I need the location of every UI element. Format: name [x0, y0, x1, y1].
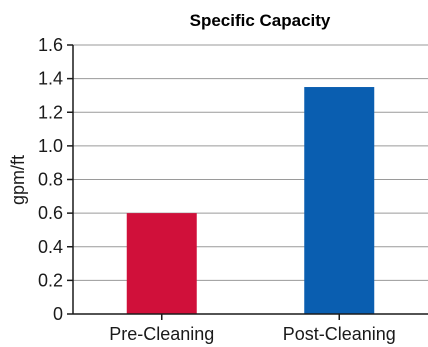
y-tick-label: 1.0	[38, 136, 63, 156]
y-tick-label: 0.4	[38, 237, 63, 257]
y-tick-labels: 0 0.2 0.4 0.6 0.8 1.0 1.2 1.4 1.6	[38, 35, 63, 324]
y-tick-label: 0.8	[38, 170, 63, 190]
bars	[126, 87, 375, 314]
x-tick-label: Pre-Cleaning	[109, 324, 214, 344]
y-tick-label: 0	[53, 304, 63, 324]
chart-title: Specific Capacity	[190, 11, 331, 30]
x-tick-labels: Pre-Cleaning Post-Cleaning	[109, 324, 396, 344]
y-tick-label: 0.2	[38, 270, 63, 290]
axes	[67, 44, 428, 320]
bar-post-cleaning	[304, 87, 375, 314]
y-tick-label: 0.6	[38, 203, 63, 223]
gridlines	[73, 44, 428, 281]
y-tick-label: 1.4	[38, 69, 63, 89]
y-axis-label: gpm/ft	[8, 155, 28, 205]
bar-pre-cleaning	[126, 213, 197, 314]
y-tick-label: 1.2	[38, 102, 63, 122]
y-tick-label: 1.6	[38, 35, 63, 55]
x-tick-label: Post-Cleaning	[283, 324, 396, 344]
